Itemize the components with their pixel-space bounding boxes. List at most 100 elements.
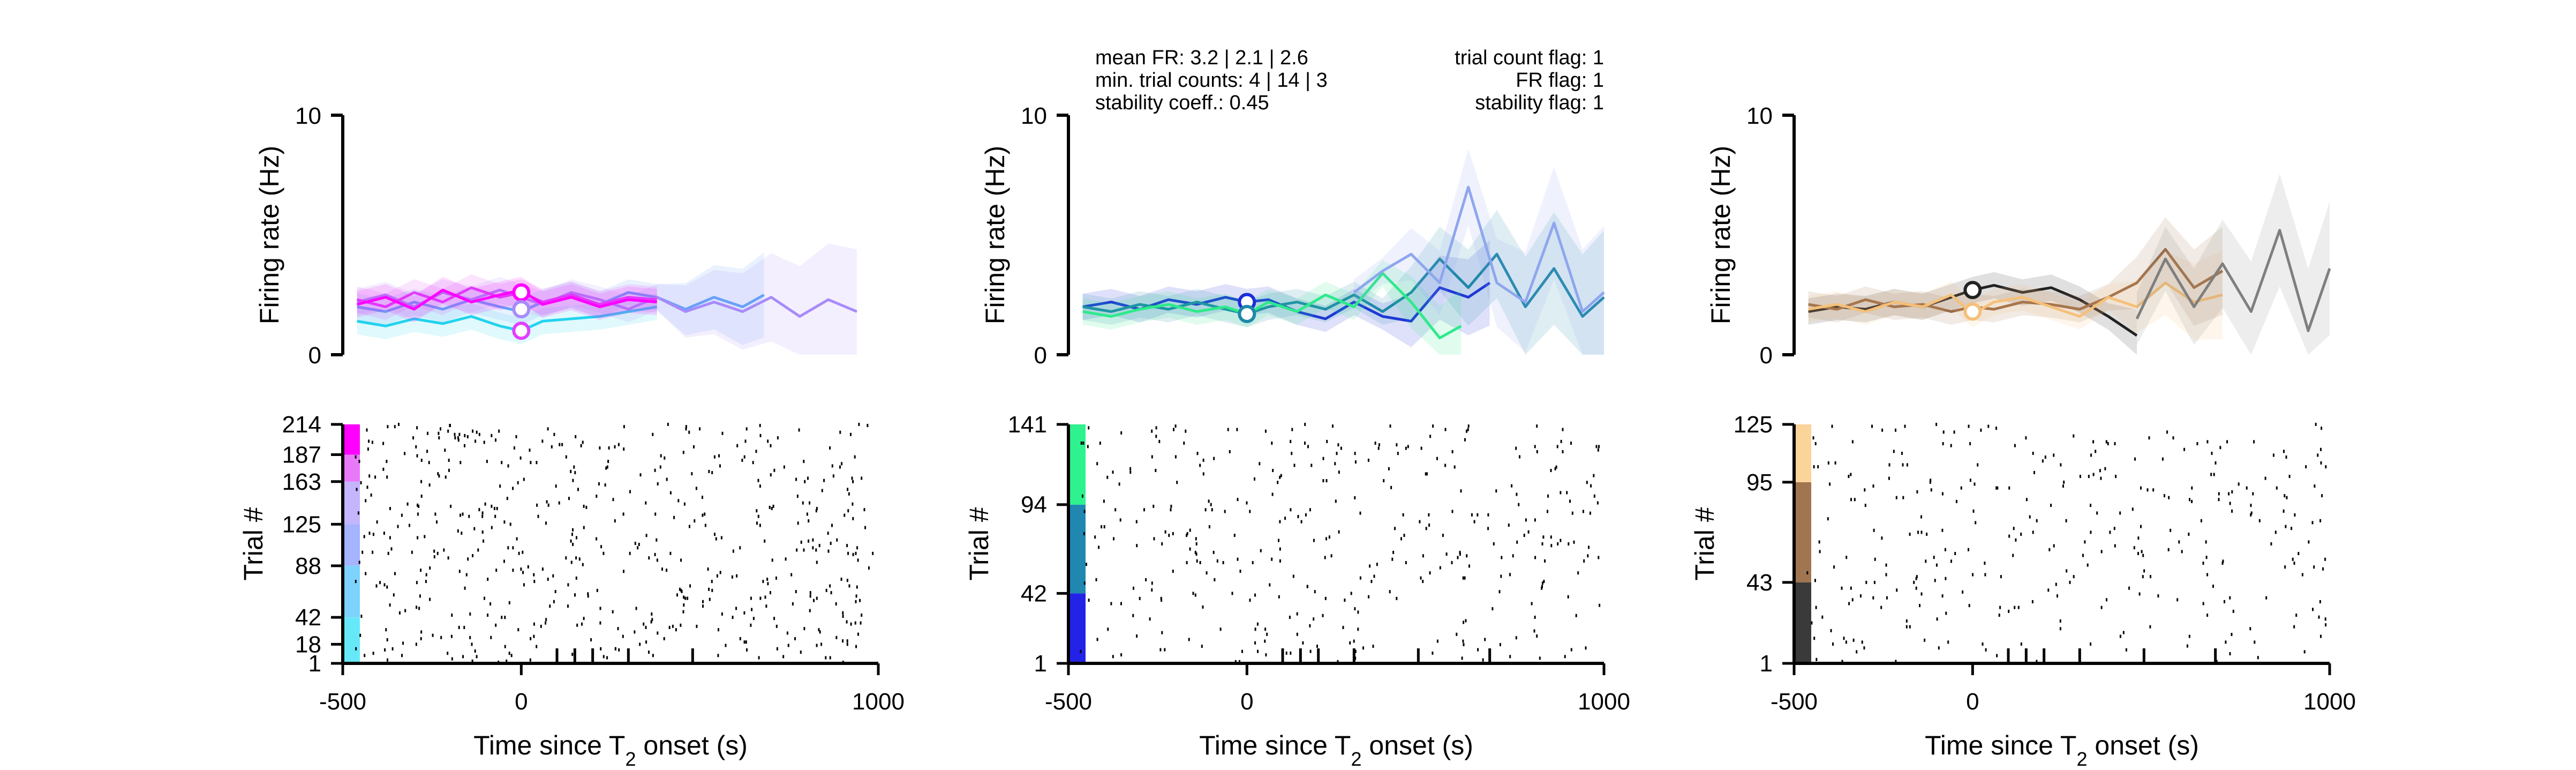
spike-tick [858, 423, 860, 426]
spike-tick [376, 520, 378, 524]
spike-tick [2293, 625, 2295, 629]
spike-tick [1444, 428, 1447, 431]
spike-tick [363, 535, 365, 539]
spike-tick [523, 477, 525, 481]
spike-tick [368, 532, 371, 535]
rate-line [357, 288, 657, 311]
spike-tick [682, 451, 684, 454]
rate-y-axis-label: Firing rate (Hz) [1706, 146, 1736, 324]
spike-tick [1936, 617, 1938, 621]
spike-tick [688, 430, 690, 434]
spike-tick [2188, 634, 2190, 638]
ci-band [1808, 272, 2137, 355]
spike-tick [719, 571, 721, 574]
spike-tick [1982, 642, 1984, 646]
spike-tick [2172, 436, 2174, 440]
raster-x-tick-label: -500 [1045, 689, 1092, 715]
rate-line [2135, 229, 2331, 332]
spike-tick [602, 655, 605, 659]
spike-tick [440, 427, 441, 431]
spike-tick [1554, 467, 1556, 470]
spike-tick [512, 546, 514, 550]
spike-tick [1214, 578, 1216, 581]
spike-tick [1368, 595, 1370, 599]
rate-line [1353, 185, 1605, 313]
spike-tick [1864, 504, 1866, 507]
spike-tick [1467, 424, 1470, 428]
spike-tick [765, 604, 767, 608]
spike-tick [365, 572, 367, 575]
ci-band [1082, 210, 1604, 355]
spike-tick [1439, 566, 1441, 570]
spike-tick [666, 569, 668, 572]
spike-tick [491, 504, 493, 508]
spike-tick [2202, 562, 2204, 565]
spike-tick [2319, 600, 2321, 603]
spike-tick [652, 432, 654, 436]
spike-tick [699, 427, 701, 431]
spike-tick [572, 528, 574, 532]
spike-tick [2095, 450, 2097, 453]
spike-tick [2211, 452, 2213, 455]
spike-tick [2141, 550, 2143, 554]
spike-tick [2100, 550, 2103, 554]
spike-tick [661, 567, 663, 571]
spike-tick [1501, 556, 1503, 559]
spike-tick [574, 593, 576, 597]
spike-tick [1543, 580, 1545, 584]
spike-tick [1863, 646, 1865, 650]
spike-tick [669, 491, 672, 495]
spike-tick [1500, 574, 1502, 578]
spike-tick [416, 581, 418, 585]
spike-tick [1271, 442, 1273, 445]
spike-tick [1241, 649, 1243, 653]
spike-tick [1499, 643, 1501, 646]
spike-tick [2143, 569, 2145, 573]
spike-tick [416, 426, 418, 430]
spike-tick [1944, 548, 1946, 551]
spike-tick [464, 586, 466, 590]
spike-tick [1239, 660, 1240, 663]
spike-tick [1888, 463, 1890, 467]
spike-tick [425, 580, 427, 584]
spike-tick [711, 471, 713, 474]
spike-tick [702, 496, 703, 499]
spike-tick [1955, 499, 1957, 503]
spike-tick [2107, 442, 2109, 445]
spike-tick [622, 512, 624, 516]
spike-tick [1595, 445, 1598, 448]
spike-tick [450, 504, 452, 508]
spike-tick [2090, 453, 2092, 457]
spike-tick [770, 473, 772, 477]
spike-tick [2191, 499, 2193, 503]
trial-block-colorbar [1068, 424, 1086, 505]
spike-tick [1098, 545, 1100, 549]
spike-tick [457, 436, 459, 440]
rate-y-tick-label: 10 [1746, 103, 1773, 129]
spike-tick [2320, 461, 2322, 465]
spike-tick [2059, 619, 2061, 623]
raster-y-tick-label: 163 [282, 469, 321, 495]
spike-tick [570, 560, 573, 564]
spike-tick [1161, 631, 1163, 634]
spike-tick [1466, 429, 1467, 433]
spike-tick [638, 543, 640, 546]
spike-tick [1278, 539, 1279, 542]
spike-tick [2014, 605, 2016, 609]
spike-tick [1185, 429, 1187, 433]
spike-tick [481, 514, 484, 518]
spike-tick [2079, 475, 2081, 479]
spike-tick [634, 630, 636, 634]
spike-tick [1189, 528, 1191, 532]
spike-tick [1309, 624, 1311, 627]
spike-tick [596, 588, 598, 592]
spike-tick [1106, 475, 1109, 479]
spike-tick [461, 532, 463, 535]
rate-y-tick-label: 0 [1034, 342, 1047, 369]
spike-tick [827, 549, 830, 553]
spike-tick [634, 542, 636, 545]
spike-tick [757, 514, 759, 518]
spike-tick [1272, 469, 1274, 472]
spike-tick [1885, 573, 1887, 577]
spike-tick [830, 542, 832, 545]
